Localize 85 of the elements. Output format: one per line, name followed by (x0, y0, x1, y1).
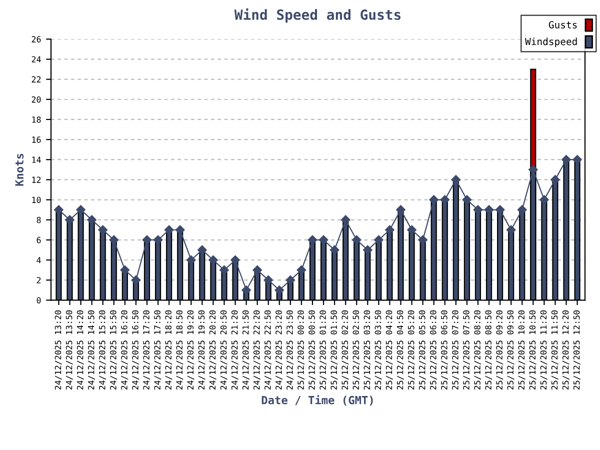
x-tick-label: 24/12/2025 18:50 (176, 310, 184, 390)
point (473, 205, 483, 214)
x-tick-label: 24/12/2025 18:20 (165, 310, 172, 390)
x-tick-label: 24/12/2025 13:50 (66, 310, 73, 390)
legend-label: Gusts (548, 21, 577, 28)
point (242, 285, 251, 295)
x-tick-label: 25/12/2025 04:50 (396, 310, 404, 390)
x-tick-label: 24/12/2025 20:50 (220, 310, 228, 390)
x-tick-label: 25/12/2025 00:50 (308, 310, 316, 390)
point (562, 154, 571, 164)
x-tick-label: 25/12/2025 08:20 (474, 310, 482, 390)
x-tick-label: 25/12/2025 10:20 (518, 310, 526, 390)
point (440, 195, 450, 204)
x-tick-label: 25/12/2025 03:50 (374, 310, 382, 390)
x-tick-label: 25/12/2025 09:20 (496, 310, 504, 390)
y-tick-label: 18 (32, 116, 41, 123)
x-tick-label: 25/12/2025 02:50 (352, 310, 360, 390)
point (120, 265, 130, 275)
x-tick-label: 25/12/2025 06:20 (430, 310, 437, 390)
x-tick-label: 24/12/2025 15:20 (98, 310, 106, 390)
point (220, 265, 229, 275)
point (264, 275, 273, 285)
point (462, 195, 472, 204)
x-tick-label: 25/12/2025 04:20 (386, 310, 393, 390)
x-tick-label: 25/12/2025 06:50 (441, 310, 448, 390)
point (495, 205, 505, 214)
x-tick-label: 25/12/2025 09:50 (507, 310, 514, 390)
point (572, 154, 582, 164)
x-tick-label: 24/12/2025 23:50 (286, 310, 294, 390)
x-tick-label: 25/12/2025 07:50 (463, 310, 470, 390)
y-tick-label: 8 (36, 216, 41, 224)
x-tick-label: 25/12/2025 11:50 (551, 310, 558, 390)
point (252, 265, 262, 275)
point (484, 205, 494, 214)
y-tick-label: 24 (32, 56, 41, 62)
x-tick-label: 24/12/2025 13:20 (54, 310, 62, 390)
x-tick-label: 25/12/2025 05:50 (418, 310, 426, 390)
x-tick-label: 24/12/2025 14:50 (88, 310, 95, 390)
y-tick-label: 22 (32, 76, 41, 82)
x-tick-label: 25/12/2025 12:20 (562, 310, 570, 390)
y-tick-label: 0 (36, 297, 41, 304)
x-tick-label: 25/12/2025 01:50 (330, 310, 338, 390)
x-tick-label: 25/12/2025 01:20 (320, 310, 327, 390)
x-tick-label: 25/12/2025 11:20 (540, 310, 548, 390)
x-tick-label: 24/12/2025 17:20 (143, 310, 150, 390)
x-tick-label: 25/12/2025 08:50 (485, 310, 492, 390)
x-tick-label: 25/12/2025 05:20 (408, 310, 415, 390)
point (131, 275, 141, 285)
x-tick-label: 24/12/2025 16:20 (121, 310, 128, 390)
x-tick-label: 24/12/2025 22:50 (264, 310, 272, 390)
x-tick-label: 24/12/2025 20:20 (209, 310, 216, 390)
x-tick-label: 24/12/2025 21:20 (231, 310, 238, 390)
x-tick-label: 25/12/2025 02:20 (342, 310, 349, 390)
x-tick-label: 24/12/2025 19:20 (187, 310, 194, 390)
y-tick-label: 4 (36, 257, 41, 264)
x-tick-label: 24/12/2025 21:50 (242, 310, 250, 390)
x-tick-label: 24/12/2025 22:20 (253, 310, 260, 390)
y-tick-label: 6 (36, 236, 41, 244)
x-tick-label: 24/12/2025 15:50 (110, 310, 117, 390)
y-tick-label: 14 (32, 156, 41, 163)
x-tick-label: 25/12/2025 00:20 (298, 310, 305, 390)
point (340, 215, 350, 224)
y-tick-label: 20 (32, 96, 41, 103)
y-axis-title: Knots (15, 154, 24, 186)
x-tick-label: 24/12/2025 19:50 (198, 310, 206, 390)
point (517, 205, 527, 214)
x-tick-label: 24/12/2025 23:20 (276, 310, 282, 390)
point (286, 275, 296, 285)
x-tick-label: 25/12/2025 10:50 (529, 310, 536, 390)
legend-label: Windspeed (525, 38, 577, 48)
x-tick-label: 25/12/2025 03:20 (364, 310, 371, 390)
y-tick-label: 10 (32, 196, 41, 204)
x-tick-label: 24/12/2025 17:50 (154, 310, 162, 390)
point (274, 285, 284, 295)
x-tick-label: 24/12/2025 14:20 (76, 310, 84, 390)
x-tick-label: 25/12/2025 12:50 (573, 310, 580, 390)
x-tick-label: 24/12/2025 16:50 (132, 310, 140, 390)
y-tick-label: 12 (32, 176, 41, 183)
y-tick-label: 2 (36, 277, 41, 284)
x-axis-title: Date / Time (GMT) (262, 395, 373, 406)
point (296, 265, 306, 275)
y-tick-label: 26 (32, 36, 41, 42)
y-tick-label: 16 (32, 136, 41, 143)
chart-title: Wind Speed and Gusts (234, 8, 400, 23)
x-tick-label: 25/12/2025 07:20 (452, 310, 460, 390)
